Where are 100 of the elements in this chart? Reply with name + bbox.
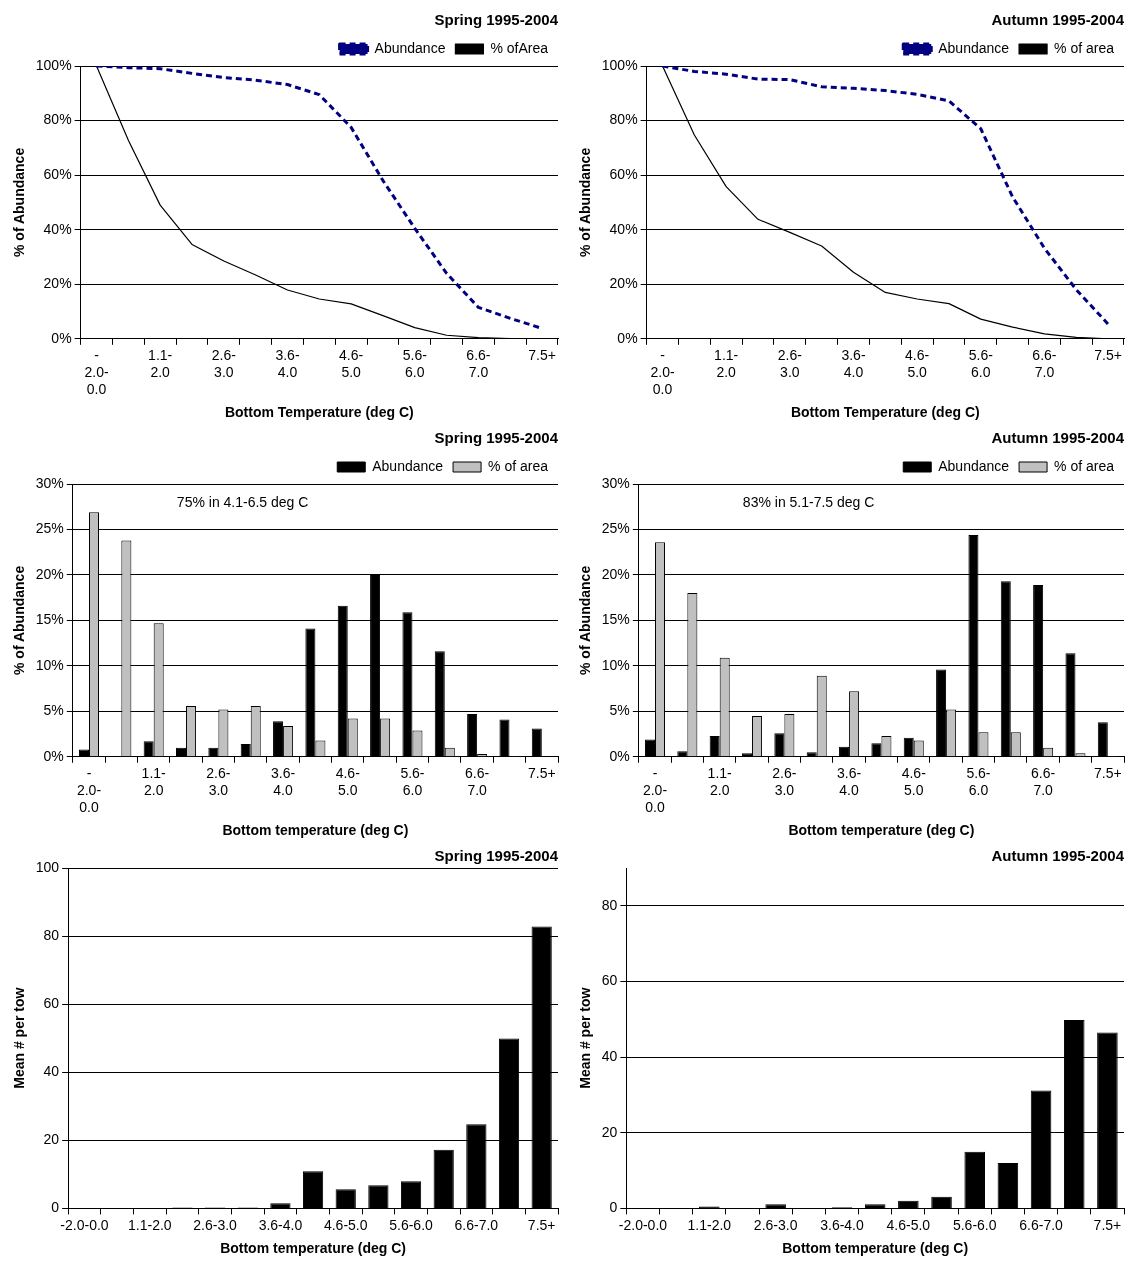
x-tick-label: 1.1-2.0 <box>707 765 733 798</box>
x-axis-title: Bottom Temperature (deg C) <box>224 404 414 421</box>
y-tick-label: 60 <box>43 995 60 1012</box>
y-tick-label: 20 <box>43 1131 60 1148</box>
x-tick-label: -2.0-0.0 <box>618 1216 668 1233</box>
legend-label: % of area <box>488 457 549 474</box>
x-tick-label: 1.1-2.0 <box>128 1216 172 1233</box>
x-tick-label: 7.5+ <box>527 1216 556 1233</box>
y-tick-label: 80 <box>601 896 618 913</box>
y-tick-label: 100 <box>35 858 60 875</box>
y-tick-label: 0% <box>43 747 64 764</box>
annotation: 75% in 4.1-6.5 deg C <box>176 493 309 510</box>
x-tick-label: 2.6-3.0 <box>777 347 803 380</box>
x-tick-label: -2.0-0.0 <box>642 765 668 815</box>
x-tick-label: 7.5+ <box>1094 765 1122 782</box>
x-tick-label: 5.6-6.0 <box>402 347 428 380</box>
x-axis-title: Bottom temperature (deg C) <box>788 822 975 839</box>
legend-label: Abundance <box>372 457 444 474</box>
x-tick-label: 2.6-3.0 <box>772 765 797 798</box>
legend-label: Abundance <box>374 39 446 56</box>
x-tick-label: -2.0-0.0 <box>84 347 109 397</box>
chart-title: Autumn 1995-2004 <box>991 847 1125 865</box>
y-tick-label: 15% <box>35 611 64 628</box>
chart-title: Spring 1995-2004 <box>434 847 559 865</box>
x-tick-label: 2.6-3.0 <box>753 1216 798 1233</box>
y-tick-label: 20% <box>35 565 64 582</box>
x-axis-title: Bottom temperature (deg C) <box>782 1240 969 1257</box>
x-tick-label: -2.0-0.0 <box>650 347 675 397</box>
x-tick-label: -2.0-0.0 <box>76 765 102 815</box>
x-tick-label: 1.1-2.0 <box>687 1216 732 1233</box>
x-tick-label: 3.6-4.0 <box>841 347 866 380</box>
x-tick-label: 4.6-5.0 <box>905 347 930 380</box>
x-tick-label: 1.1-2.0 <box>148 347 173 380</box>
x-tick-label: 2.6-3.0 <box>206 765 231 798</box>
x-tick-label: 6.6-7.0 <box>454 1216 499 1233</box>
x-tick-label: 5.6-6.0 <box>966 765 991 798</box>
x-tick-label: 3.6-4.0 <box>258 1216 303 1233</box>
x-tick-label: 5.6-6.0 <box>400 765 425 798</box>
x-tick-label: 6.6-7.0 <box>1019 1216 1064 1233</box>
legend-label: % of area <box>1054 39 1115 56</box>
x-tick-label: 2.6-3.0 <box>211 347 237 380</box>
legend-label: Abundance <box>938 39 1010 56</box>
x-tick-label: 7.5+ <box>528 347 556 364</box>
y-tick-label: 40% <box>43 220 72 237</box>
x-tick-label: 1.1-2.0 <box>714 347 739 380</box>
chart-title: Spring 1995-2004 <box>434 429 559 447</box>
x-tick-label: 7.5+ <box>1094 347 1122 364</box>
y-tick-label: 20% <box>43 275 72 292</box>
y-tick-label: 10% <box>35 656 64 673</box>
y-tick-label: 25% <box>35 520 64 537</box>
chart-title: Autumn 1995-2004 <box>991 429 1125 447</box>
y-tick-label: 40% <box>609 220 638 237</box>
x-tick-label: 5.6-6.0 <box>952 1216 997 1233</box>
y-tick-label: 60 <box>601 972 618 989</box>
x-tick-label: 6.6-7.0 <box>1032 347 1057 380</box>
x-tick-label: 7.5+ <box>528 765 556 782</box>
y-tick-label: 60% <box>609 165 638 182</box>
x-tick-label: 5.6-6.0 <box>389 1216 434 1233</box>
y-tick-label: 60% <box>43 165 72 182</box>
legend-label: % of area <box>1054 457 1115 474</box>
x-tick-label: 3.6-4.0 <box>275 347 300 380</box>
y-tick-label: 100% <box>601 56 638 73</box>
y-tick-label: 5% <box>609 702 630 719</box>
y-tick-label: 10% <box>601 656 630 673</box>
x-tick-label: 6.6-7.0 <box>1031 765 1056 798</box>
y-tick-label: 0 <box>609 1199 618 1216</box>
x-tick-label: 3.6-4.0 <box>271 765 296 798</box>
y-axis-title: % of Abundance <box>577 147 594 257</box>
legend-label: Abundance <box>938 457 1010 474</box>
x-tick-label: 7.5+ <box>1093 1216 1122 1233</box>
y-tick-label: 20 <box>601 1123 618 1140</box>
y-tick-label: 20% <box>609 275 638 292</box>
x-tick-label: 6.6-7.0 <box>466 347 491 380</box>
chart-title: Autumn 1995-2004 <box>991 11 1125 29</box>
y-tick-label: 80% <box>609 111 638 128</box>
y-axis-title: Mean # per tow <box>577 987 594 1089</box>
x-tick-label: 3.6-4.0 <box>820 1216 865 1233</box>
y-tick-label: 0 <box>51 1199 60 1216</box>
x-tick-label: 4.6-5.0 <box>335 765 361 798</box>
y-axis-title: Mean # per tow <box>11 987 28 1089</box>
y-tick-label: 0% <box>609 747 630 764</box>
x-tick-label: 4.6-5.0 <box>901 765 927 798</box>
annotation: 83% in 5.1-7.5 deg C <box>742 493 875 510</box>
y-tick-label: 80% <box>43 111 72 128</box>
y-tick-label: 30% <box>601 474 630 491</box>
y-axis-title: % of Abundance <box>11 147 28 257</box>
y-axis-title: % of Abundance <box>11 565 28 675</box>
x-tick-label: 4.6-5.0 <box>886 1216 931 1233</box>
chart-title: Spring 1995-2004 <box>434 11 559 29</box>
x-tick-label: 4.6-5.0 <box>339 347 364 380</box>
x-tick-label: 2.6-3.0 <box>193 1216 238 1233</box>
y-tick-label: 5% <box>43 702 64 719</box>
y-tick-label: 0% <box>617 329 638 346</box>
y-tick-label: 15% <box>601 611 630 628</box>
x-tick-label: 5.6-6.0 <box>968 347 994 380</box>
x-tick-label: -2.0-0.0 <box>60 1216 109 1233</box>
y-tick-label: 0% <box>51 329 72 346</box>
x-axis-title: Bottom temperature (deg C) <box>220 1240 407 1257</box>
x-axis-title: Bottom temperature (deg C) <box>222 822 409 839</box>
y-axis-title: % of Abundance <box>577 565 594 675</box>
